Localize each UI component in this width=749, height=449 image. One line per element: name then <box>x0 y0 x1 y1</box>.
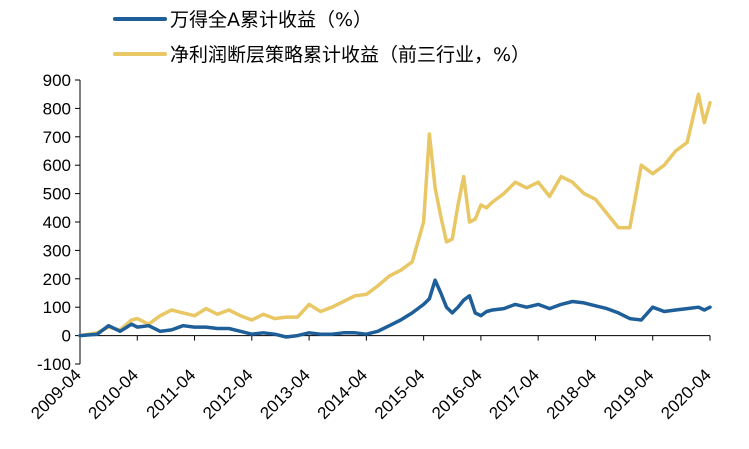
legend: 万得全A累计收益（%） 净利润断层策略累计收益（前三行业，%） <box>113 9 530 66</box>
y-tick-label: 700 <box>43 128 71 147</box>
legend-label-strategy: 净利润断层策略累计收益（前三行业，%） <box>170 44 530 66</box>
y-tick-label: 300 <box>43 241 71 260</box>
x-tick-label: 2018-04 <box>543 365 601 423</box>
y-tick-label: 0 <box>62 327 71 346</box>
x-tick-label: 2017-04 <box>485 365 543 423</box>
legend-label-wind-a: 万得全A累计收益（%） <box>170 9 372 31</box>
y-tick-label: 900 <box>43 71 71 90</box>
y-axis: -100 0 100 200 300 400 500 600 700 800 900 <box>37 71 81 374</box>
y-tick-label: 600 <box>43 156 71 175</box>
x-tick-label: 2016-04 <box>428 365 486 423</box>
series-line-wind-a <box>78 278 712 339</box>
y-tick-label: -100 <box>37 355 71 374</box>
x-tick-label: 2012-04 <box>199 365 257 423</box>
series-line-strategy <box>78 92 712 338</box>
x-tick-label: 2014-04 <box>314 365 372 423</box>
x-tick-label: 2011-04 <box>143 365 200 422</box>
series-layer <box>78 92 712 339</box>
y-tick-label: 500 <box>43 185 71 204</box>
x-tick-label: 2019-04 <box>600 365 658 423</box>
y-tick-label: 800 <box>43 99 71 118</box>
y-tick-label: 100 <box>43 298 71 317</box>
x-tick-label: 2020-04 <box>657 365 715 423</box>
y-tick-label: 400 <box>43 213 71 232</box>
x-tick-label: 2009-04 <box>27 365 85 423</box>
x-tick-label: 2010-04 <box>85 365 143 423</box>
y-tick-label: 200 <box>43 270 71 289</box>
x-tick-label: 2015-04 <box>371 365 429 423</box>
x-tick-label: 2013-04 <box>256 365 314 423</box>
x-axis: 2009-04 2010-04 2011-04 2012-04 2013-04 2014-… <box>27 335 715 423</box>
